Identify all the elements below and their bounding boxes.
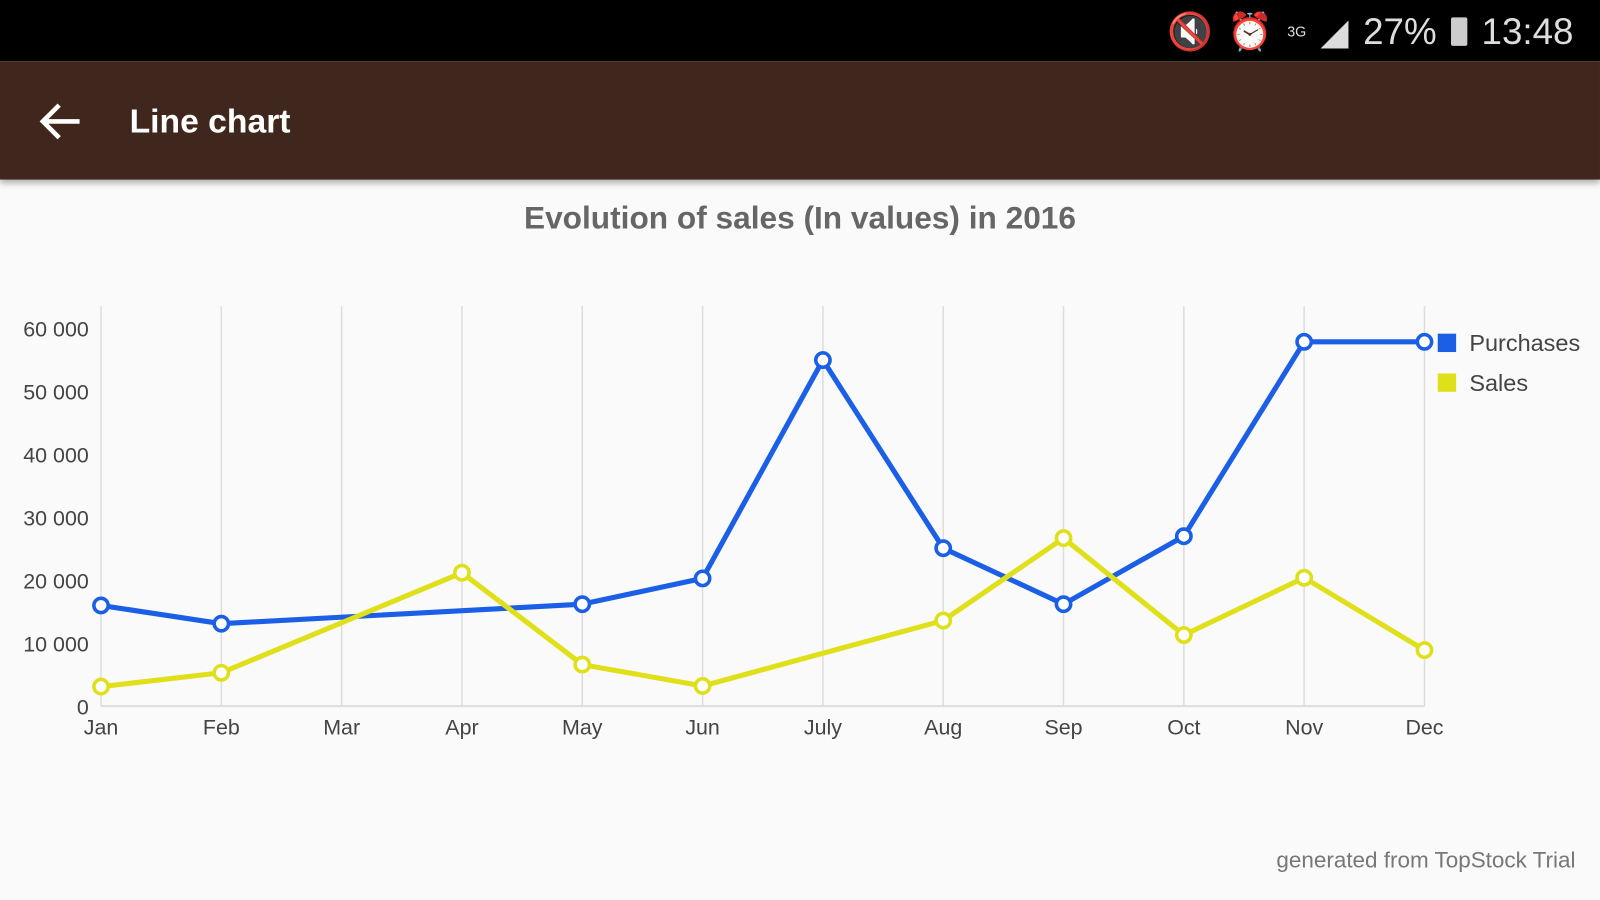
data-point: [212, 614, 231, 633]
y-tick-label: 10 000: [23, 632, 89, 656]
x-tick-label: Jun: [685, 716, 720, 740]
data-point: [1415, 641, 1434, 660]
arrow-left-icon[interactable]: [37, 98, 84, 145]
x-tick-label: Nov: [1285, 716, 1323, 740]
footer-note: generated from TopStock Trial: [1276, 846, 1576, 873]
y-tick-label: 20 000: [23, 569, 89, 593]
x-tick-label: Oct: [1167, 716, 1200, 740]
legend-label: Sales: [1469, 370, 1528, 396]
data-point: [92, 596, 110, 615]
data-point: [1415, 332, 1434, 351]
chart-title: Evolution of sales (In values) in 2016: [523, 199, 1076, 236]
data-point: [693, 569, 712, 588]
app-title: Line chart: [129, 102, 291, 140]
y-tick-label: 50 000: [23, 381, 89, 405]
status-bar: 🔇 ⏰ 3G ◢ 27% 13:48: [0, 0, 1600, 62]
legend-label: Purchases: [1469, 330, 1580, 356]
x-tick-label: May: [562, 716, 603, 740]
x-tick-label: July: [804, 716, 842, 740]
y-tick-label: 30 000: [23, 507, 89, 531]
app-bar: Line chart: [0, 61, 1600, 180]
data-point: [453, 563, 471, 582]
x-tick-label: Dec: [1405, 716, 1443, 740]
data-point: [1295, 568, 1314, 587]
y-tick-label: 60 000: [23, 318, 89, 342]
data-point: [934, 539, 953, 558]
series-line-purchases: [100, 339, 1425, 627]
x-tick-label: Mar: [323, 716, 360, 740]
data-point: [573, 655, 592, 674]
data-point: [693, 677, 712, 695]
clock: 13:48: [1481, 10, 1574, 53]
data-point: [813, 351, 832, 369]
data-point: [212, 663, 231, 682]
legend-swatch: [1437, 373, 1457, 392]
battery-icon: [1450, 17, 1468, 46]
x-tick-label: Aug: [924, 716, 962, 740]
data-point: [1295, 332, 1314, 351]
mute-icon: 🔇: [1167, 10, 1213, 53]
data-point: [1174, 527, 1193, 546]
data-point: [1054, 595, 1073, 614]
signal-icon: ◢: [1320, 10, 1349, 53]
battery-percent: 27%: [1363, 10, 1437, 53]
x-tick-label: Jan: [84, 716, 119, 740]
data-point: [1054, 529, 1073, 548]
x-tick-label: Apr: [445, 716, 478, 740]
series-line-sales: [100, 535, 1426, 690]
data-point: [573, 595, 592, 614]
alarm-icon: ⏰: [1227, 10, 1273, 53]
data-point: [1174, 626, 1193, 644]
x-tick-label: Sep: [1044, 716, 1082, 740]
data-point: [934, 611, 953, 630]
3g-icon: 3G: [1287, 23, 1307, 40]
legend-swatch: [1437, 333, 1457, 353]
y-tick-label: 40 000: [23, 444, 89, 468]
x-tick-label: Feb: [203, 716, 240, 740]
y-tick-label: 0: [77, 695, 89, 719]
data-point: [92, 677, 110, 696]
